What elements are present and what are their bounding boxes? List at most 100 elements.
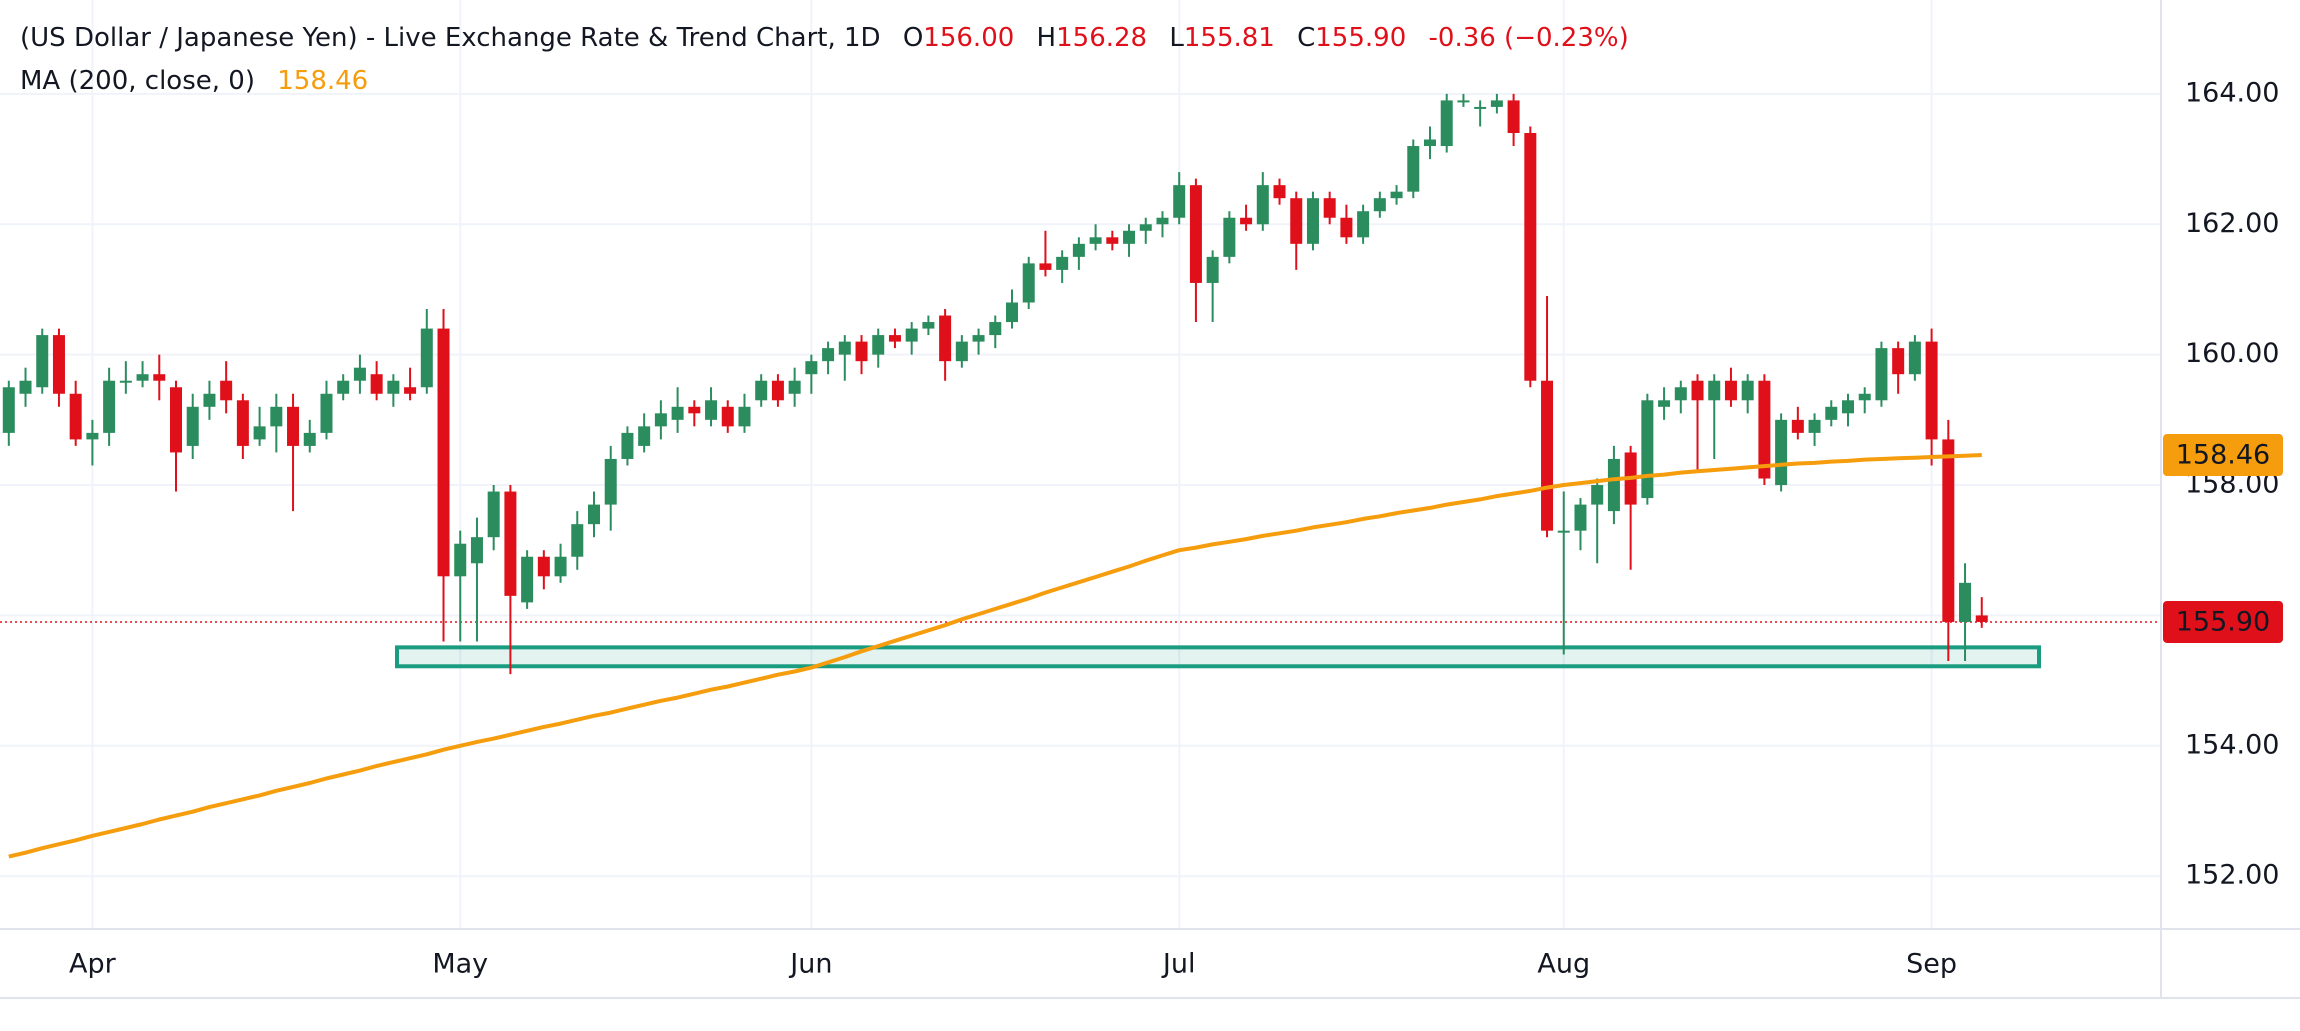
ohlc-label: L: [1169, 23, 1184, 53]
candle-body: [320, 393, 333, 433]
candle-body: [470, 537, 483, 564]
x-tick-label: Apr: [69, 949, 117, 980]
candle-body: [2, 387, 15, 433]
candle-body: [437, 328, 450, 577]
candle-body: [1306, 198, 1319, 244]
candle-body: [1474, 106, 1487, 109]
candle-body: [1072, 243, 1085, 257]
candle-body: [1975, 615, 1988, 622]
candle-body: [19, 380, 32, 394]
candle-body: [203, 393, 216, 407]
candle-body: [1942, 439, 1955, 622]
ohlc-label: H: [1037, 23, 1057, 53]
last-price-badge-bg: [2163, 600, 2283, 643]
candle-body: [838, 341, 851, 355]
change: -0.36 (−0.23%): [1429, 23, 1629, 53]
candle-body: [1691, 380, 1704, 401]
y-tick-label: 162.00: [2185, 208, 2279, 239]
candle-body: [1457, 100, 1470, 103]
candle-body: [303, 432, 316, 446]
candle-body: [1340, 217, 1353, 238]
ma-label: MA (200, close, 0): [20, 66, 255, 96]
candle-body: [487, 491, 500, 538]
legend-header: (US Dollar / Japanese Yen) - Live Exchan…: [20, 23, 1629, 53]
candle-body: [705, 400, 718, 420]
x-tick-label: Jul: [1161, 949, 1196, 980]
candle-body: [855, 341, 868, 362]
candle-body: [504, 491, 517, 596]
candle-body: [387, 380, 400, 394]
candle-body: [1591, 485, 1604, 505]
candle-body: [738, 406, 751, 427]
candle-body: [1524, 132, 1537, 381]
ma-price-badge: 158.46: [2176, 440, 2270, 471]
candle-body: [353, 367, 366, 381]
ohlc-label: C: [1297, 23, 1315, 53]
candle-body: [253, 426, 266, 440]
candle-body: [136, 374, 149, 381]
x-tick-label: Sep: [1906, 949, 1957, 980]
ohlc-value: 156.28: [1056, 23, 1147, 53]
ma-value: 158.46: [277, 66, 368, 96]
candle-body: [1390, 191, 1403, 199]
candle-body: [1607, 458, 1620, 512]
ohlc-value: 156.00: [923, 23, 1014, 53]
candle-body: [1741, 380, 1754, 401]
candle-body: [1123, 230, 1136, 244]
candle-body: [1106, 237, 1119, 244]
support-zone: [395, 645, 2041, 669]
grid: [0, 0, 2161, 929]
symbol-title: (US Dollar / Japanese Yen) - Live Exchan…: [20, 23, 881, 53]
candle-body: [1056, 256, 1069, 270]
candle-body: [788, 380, 801, 394]
candle-body: [1357, 211, 1370, 238]
candle-body: [922, 322, 935, 329]
candle-body: [1708, 380, 1721, 401]
candle-body: [1039, 263, 1052, 270]
y-tick-label: 152.00: [2185, 860, 2279, 891]
plot: [0, 93, 2161, 859]
candle-body: [1858, 393, 1871, 401]
ohlc-value: 155.81: [1184, 23, 1275, 53]
candle-body: [721, 406, 734, 427]
x-tick-label: Jun: [788, 949, 832, 980]
candle-body: [755, 380, 768, 401]
candle-body: [337, 380, 350, 394]
candle-body: [1424, 139, 1436, 147]
axes: 152.00154.00156.00158.00160.00162.00164.…: [69, 77, 2283, 980]
candle-body: [1842, 400, 1854, 414]
candle-body: [1724, 380, 1737, 401]
candle-body: [1557, 530, 1570, 533]
candle-body: [1775, 419, 1788, 486]
ma-price-badge-bg: [2163, 434, 2283, 477]
candle-body: [1959, 582, 1972, 622]
candle-body: [119, 380, 132, 383]
candle-body: [1892, 348, 1905, 375]
candle-body: [220, 380, 233, 401]
candle-body: [521, 556, 534, 603]
candle-body: [1507, 100, 1520, 133]
candle-body: [103, 380, 116, 433]
candle-body: [1641, 400, 1654, 499]
candle-body: [1240, 217, 1253, 225]
candle-body: [186, 406, 199, 446]
candle-body: [1490, 100, 1503, 107]
candle-body: [1808, 419, 1821, 433]
ma-legend: MA (200, close, 0) 158.46: [20, 66, 368, 96]
x-tick-label: Aug: [1537, 949, 1590, 980]
y-tick-label: 160.00: [2185, 338, 2279, 369]
candle-body: [1273, 185, 1286, 199]
candle-body: [270, 406, 283, 427]
candle-body: [972, 335, 985, 342]
candle-body: [404, 387, 417, 394]
ohlc-value: 155.90: [1315, 23, 1406, 53]
candle-body: [69, 393, 82, 440]
candle-body: [588, 504, 600, 525]
candle-body: [1323, 198, 1336, 218]
candle-body: [1139, 224, 1152, 231]
candle-body: [1256, 185, 1269, 225]
candle-body: [805, 361, 818, 375]
y-tick-label: 154.00: [2185, 729, 2279, 760]
candle-body: [1541, 380, 1554, 531]
